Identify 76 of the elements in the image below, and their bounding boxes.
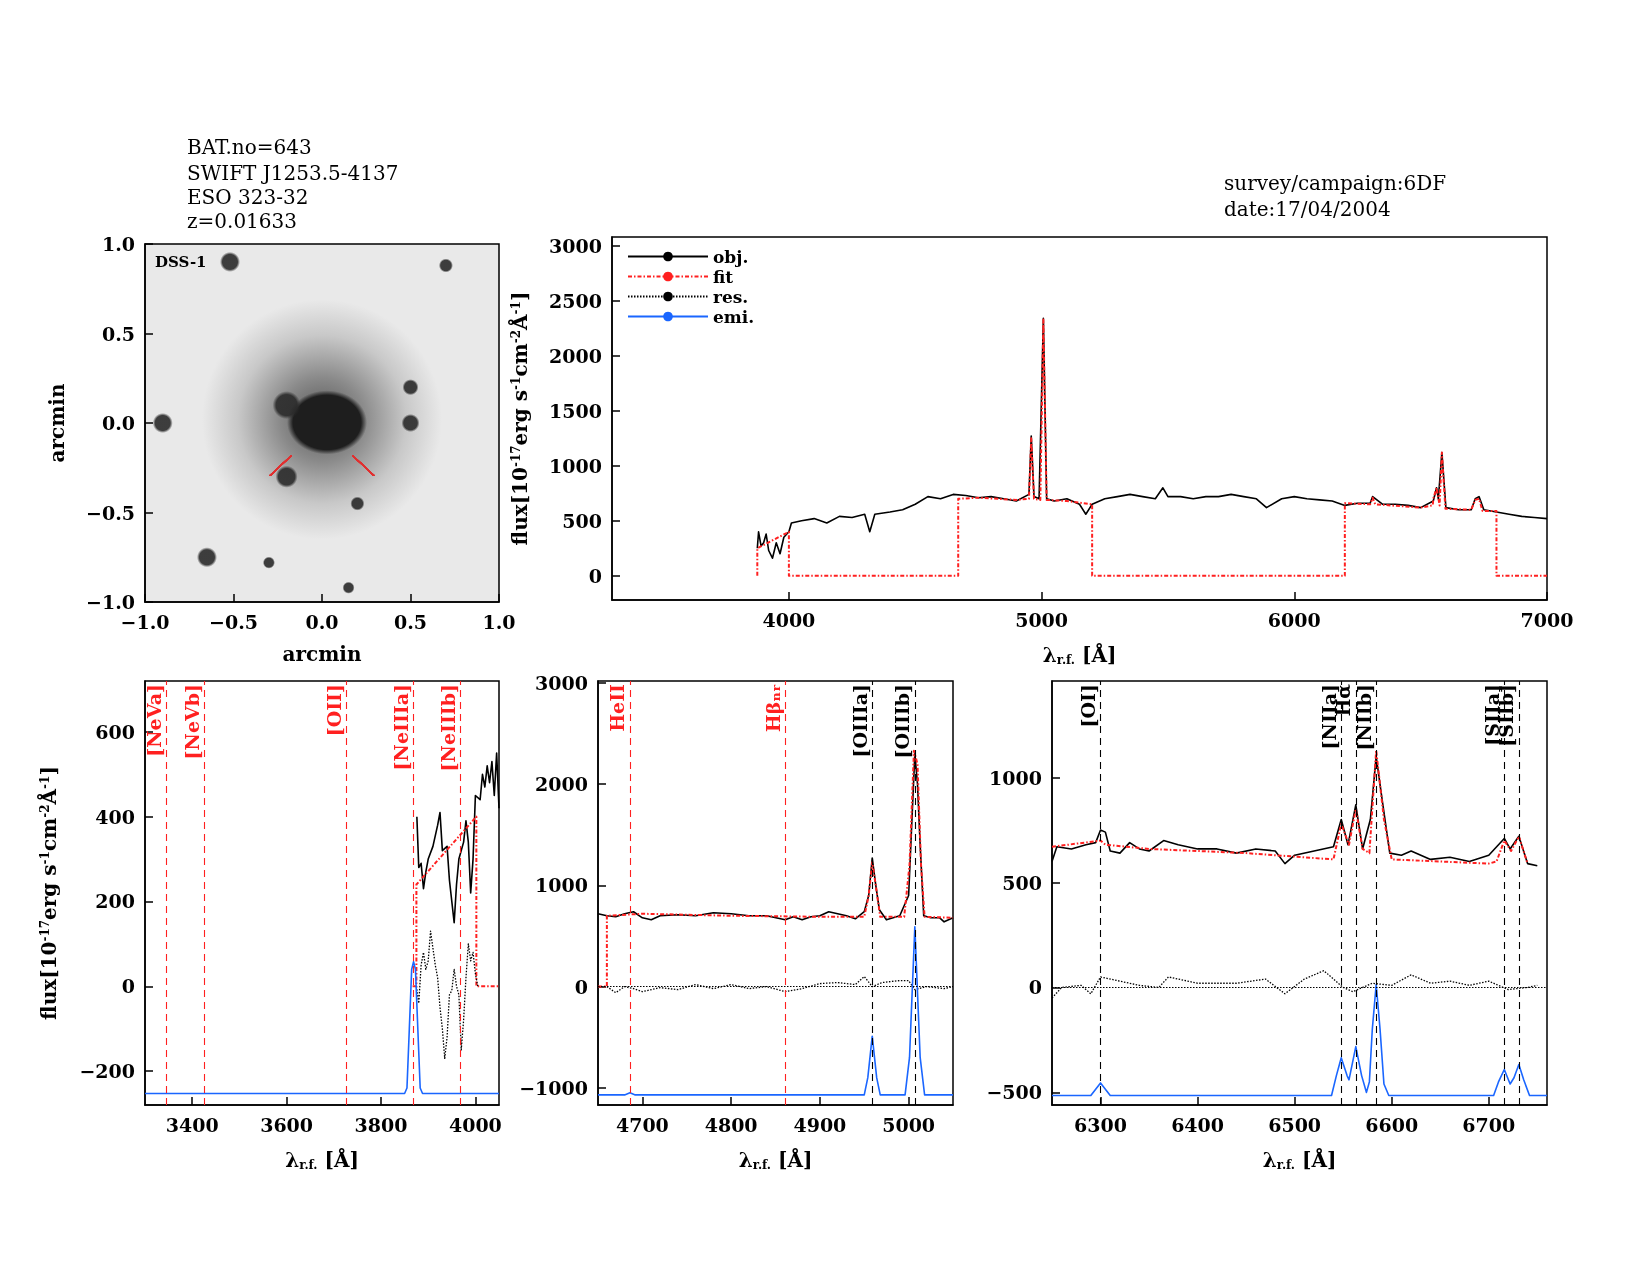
chart-title: survey/campaign:6DF: [1224, 171, 1447, 195]
y-tick-label: 400: [95, 805, 135, 828]
x-tick-label: 4000: [762, 608, 816, 631]
ref-line-label: [OIIIb]: [891, 684, 914, 759]
x-tick-label: 0.0: [305, 610, 339, 633]
x-axis-title: λr.f. [Å]: [1262, 1148, 1337, 1172]
y-tick-label: −200: [79, 1060, 135, 1083]
x-axis-title: λr.f. [Å]: [738, 1148, 813, 1172]
y-axis-title: arcmin: [45, 383, 69, 463]
y-tick-label: 500: [562, 509, 602, 532]
ref-line-label: [OIIIa]: [848, 684, 871, 758]
y-tick-label: 200: [95, 890, 135, 913]
y-tick-label: 600: [95, 720, 135, 743]
ref-line-label: HeII: [606, 683, 629, 732]
y-tick-label: 2000: [535, 773, 588, 796]
x-tick-label: −0.5: [209, 610, 258, 633]
ref-line-label: [NeVa]: [143, 684, 166, 757]
x-tick-label: 0.5: [393, 610, 428, 633]
y-tick-label: 0: [588, 564, 602, 587]
y-tick-label: 1000: [989, 766, 1042, 789]
x-tick-label: 1.0: [482, 610, 516, 633]
ref-line-label: [NeIIIa]: [390, 684, 413, 771]
y-tick-label: 0.0: [101, 412, 135, 434]
chart-title: BAT.no=643: [187, 135, 312, 159]
legend-label: fit: [713, 266, 734, 287]
ref-line-label: [OII]: [323, 684, 346, 737]
x-axis-title: arcmin: [282, 642, 362, 666]
x-tick-label: 4900: [793, 1113, 847, 1136]
x-tick-label: 6300: [1074, 1113, 1127, 1136]
y-tick-label: −1.0: [86, 591, 135, 613]
x-tick-label: −1.0: [120, 610, 170, 633]
ref-line-label: Hβₙᵣ: [761, 683, 784, 733]
x-tick-label: 4700: [615, 1113, 669, 1136]
y-tick-label: −1000: [519, 1076, 588, 1099]
legend-label: emi.: [713, 306, 755, 327]
y-tick-label: 1000: [549, 454, 602, 477]
ref-line-label: [NeIIIb]: [436, 684, 459, 772]
y-tick-label: 0: [574, 975, 588, 998]
text: flux[10-17erg s-1cm-2Å-1]: [508, 291, 532, 546]
y-tick-label: 500: [1002, 871, 1042, 894]
x-tick-label: 6000: [1267, 608, 1321, 631]
y-tick-label: 0: [1028, 976, 1042, 999]
x-tick-label: 6500: [1268, 1113, 1322, 1136]
y-tick-label: 1500: [549, 399, 602, 422]
x-axis-title: λr.f. [Å]: [285, 1148, 359, 1172]
x-tick-label: 6600: [1365, 1113, 1419, 1136]
x-tick-label: 5000: [882, 1113, 936, 1136]
y-tick-label: 2000: [549, 344, 602, 367]
ref-line-label: [OI]: [1077, 684, 1100, 728]
x-tick-label: 3600: [260, 1113, 314, 1136]
y-tick-label: 0: [121, 975, 135, 998]
x-tick-label: 4000: [448, 1113, 502, 1136]
ref-line-label: [NeVb]: [180, 684, 203, 760]
y-tick-label: 1000: [535, 874, 588, 897]
legend-label: obj.: [713, 246, 749, 267]
legend-label: res.: [713, 286, 749, 307]
chart-subtitle: date:17/04/2004: [1224, 197, 1391, 221]
y-tick-label: 2500: [549, 289, 602, 312]
annotation: DSS-1: [155, 252, 207, 271]
x-tick-label: 7000: [1520, 608, 1574, 631]
x-tick-label: 6700: [1462, 1113, 1516, 1136]
text: flux[10-17erg s-1cm-2Å-1]: [37, 766, 61, 1020]
x-axis-title: λr.f. [Å]: [1042, 643, 1117, 667]
x-tick-label: 3800: [354, 1113, 408, 1136]
x-tick-label: 3400: [165, 1113, 219, 1136]
x-tick-label: 4800: [704, 1113, 758, 1136]
y-tick-label: 3000: [549, 234, 602, 257]
chart-subtitle: SWIFT J1253.5-4137 ESO 323-32 z=0.01633: [187, 161, 399, 233]
y-tick-label: −500: [986, 1081, 1042, 1104]
ref-line-label: [NIIb]: [1352, 684, 1375, 751]
y-tick-label: −0.5: [86, 501, 135, 524]
y-tick-label: 1.0: [101, 233, 135, 255]
x-tick-label: 6400: [1171, 1113, 1225, 1136]
x-tick-label: 5000: [1015, 608, 1069, 631]
y-tick-label: 3000: [535, 672, 588, 695]
y-tick-label: 0.5: [101, 322, 135, 345]
